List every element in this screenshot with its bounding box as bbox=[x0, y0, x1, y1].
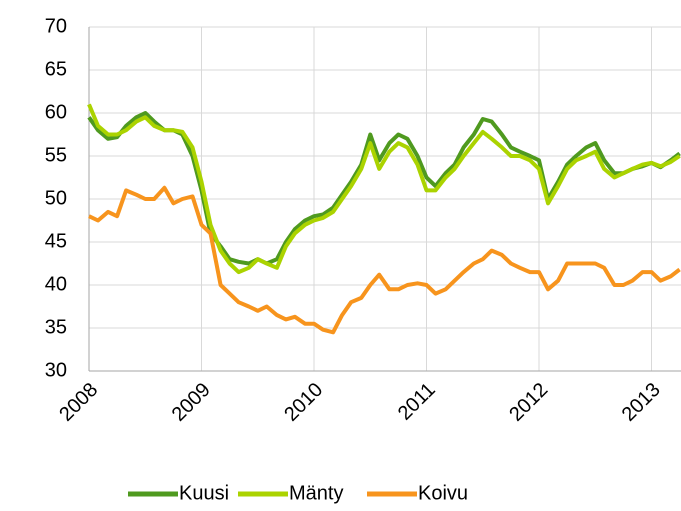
x-tick-label: 2013 bbox=[618, 379, 665, 426]
y-tick-label: 50 bbox=[45, 187, 67, 209]
x-tick-label: 2011 bbox=[394, 379, 440, 425]
y-tick-label: 35 bbox=[45, 316, 67, 338]
x-tick-label: 2010 bbox=[280, 379, 327, 426]
y-tick-label: 65 bbox=[45, 58, 67, 80]
series-line bbox=[87, 111, 681, 266]
y-tick-label: 55 bbox=[45, 144, 67, 166]
series-line bbox=[87, 103, 681, 275]
x-tick-label: 2009 bbox=[168, 379, 215, 426]
x-tick-label: 2012 bbox=[505, 379, 552, 426]
legend-label: Mänty bbox=[289, 482, 343, 504]
y-tick-label: 40 bbox=[45, 273, 67, 295]
y-tick-label: 70 bbox=[45, 15, 67, 37]
y-tick-label: 30 bbox=[45, 359, 67, 381]
y-tick-label: 60 bbox=[45, 101, 67, 123]
legend-label: Kuusi bbox=[179, 482, 229, 504]
legend-label: Koivu bbox=[418, 482, 468, 504]
series-line bbox=[88, 185, 681, 335]
y-tick-label: 45 bbox=[45, 230, 67, 252]
x-tick-label: 2008 bbox=[55, 379, 102, 426]
